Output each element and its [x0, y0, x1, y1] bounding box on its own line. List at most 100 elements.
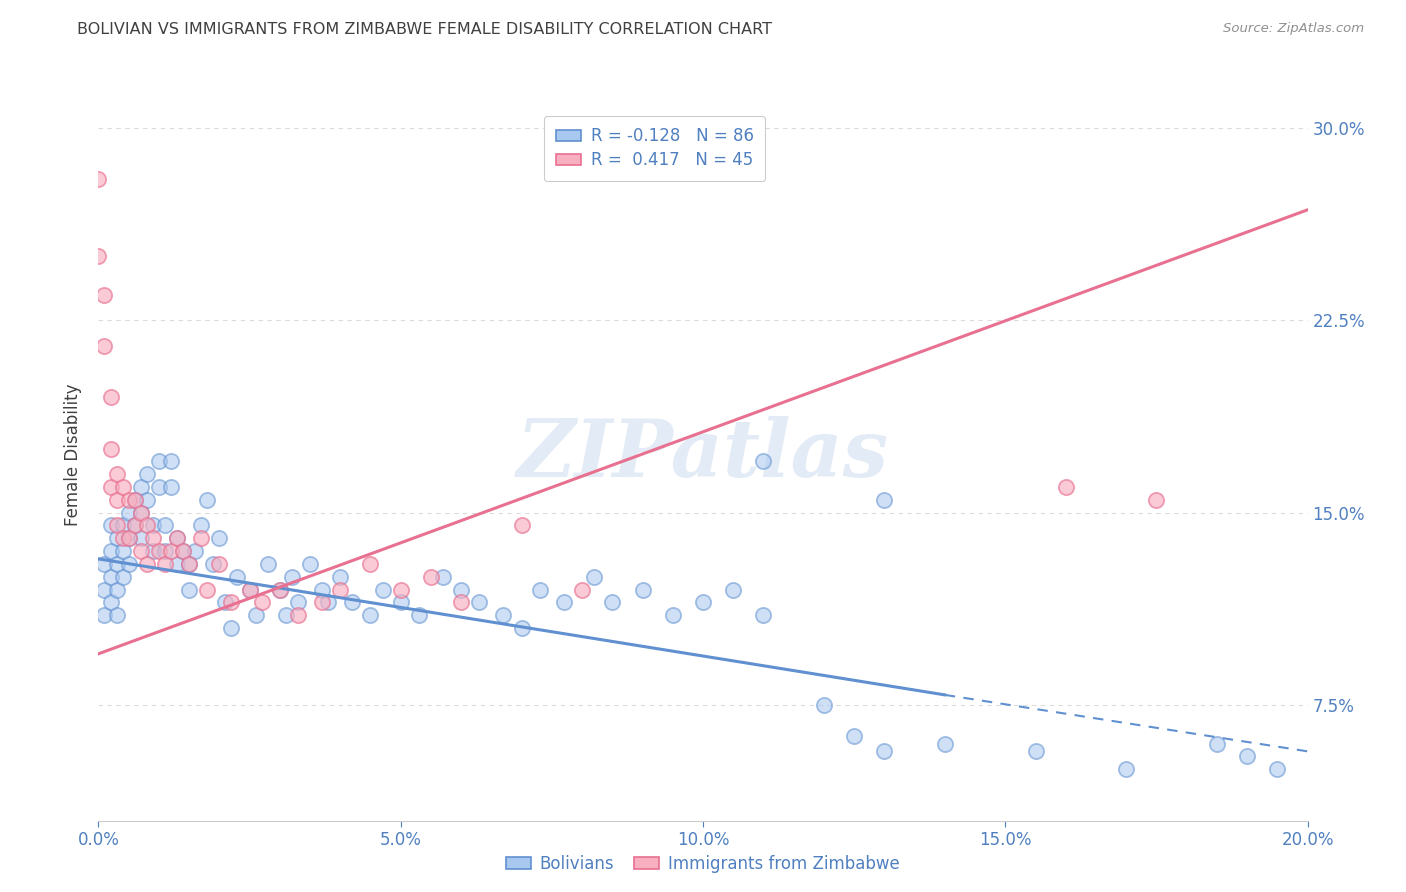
Point [752, 608, 775, 623]
Point [389, 595, 412, 609]
Point [87, 249, 110, 263]
Point [129, 532, 152, 546]
Point [583, 570, 606, 584]
Point [239, 582, 262, 597]
Point [160, 454, 183, 468]
Point [389, 582, 412, 597]
Point [153, 544, 176, 558]
Point [221, 595, 243, 609]
Point [124, 518, 146, 533]
Point [172, 544, 194, 558]
Point [129, 544, 152, 558]
Point [105, 518, 128, 533]
Point [311, 582, 333, 597]
Point [135, 467, 157, 482]
Point [153, 557, 176, 571]
Point [432, 570, 454, 584]
Point [124, 518, 146, 533]
Point [250, 595, 273, 609]
Point [245, 608, 267, 623]
Text: Source: ZipAtlas.com: Source: ZipAtlas.com [1223, 22, 1364, 36]
Point [281, 570, 304, 584]
Point [723, 582, 745, 597]
Point [118, 492, 141, 507]
Point [311, 595, 333, 609]
Point [813, 698, 835, 713]
Point [100, 442, 122, 456]
Point [118, 557, 141, 571]
Point [142, 544, 165, 558]
Point [510, 518, 533, 533]
Point [316, 595, 339, 609]
Point [1236, 749, 1258, 764]
Point [118, 532, 141, 546]
Text: ZIPatlas: ZIPatlas [517, 417, 889, 493]
Point [129, 480, 152, 494]
Point [1054, 480, 1077, 494]
Point [93, 339, 115, 353]
Point [111, 480, 134, 494]
Point [129, 506, 152, 520]
Point [166, 532, 188, 546]
Point [1115, 762, 1137, 776]
Point [221, 621, 243, 635]
Point [1267, 762, 1289, 776]
Point [105, 582, 128, 597]
Point [529, 582, 551, 597]
Point [87, 172, 110, 186]
Point [269, 582, 291, 597]
Point [371, 582, 394, 597]
Point [93, 608, 115, 623]
Point [100, 570, 122, 584]
Point [111, 570, 134, 584]
Point [111, 532, 134, 546]
Point [844, 729, 866, 743]
Point [93, 582, 115, 597]
Point [202, 557, 225, 571]
Point [208, 532, 231, 546]
Point [179, 582, 201, 597]
Point [148, 480, 170, 494]
Point [190, 518, 212, 533]
Point [105, 557, 128, 571]
Point [93, 557, 115, 571]
Point [873, 492, 896, 507]
Point [342, 595, 364, 609]
Legend: Bolivians, Immigrants from Zimbabwe: Bolivians, Immigrants from Zimbabwe [499, 848, 907, 880]
Point [661, 608, 683, 623]
Point [93, 287, 115, 301]
Point [100, 595, 122, 609]
Point [184, 544, 207, 558]
Point [135, 492, 157, 507]
Point [752, 454, 775, 468]
Point [153, 518, 176, 533]
Point [934, 737, 956, 751]
Point [408, 608, 430, 623]
Point [142, 518, 165, 533]
Point [1144, 492, 1167, 507]
Point [124, 492, 146, 507]
Point [208, 557, 231, 571]
Point [287, 608, 309, 623]
Point [105, 492, 128, 507]
Point [287, 595, 309, 609]
Point [160, 480, 183, 494]
Point [873, 744, 896, 758]
Point [420, 570, 443, 584]
Point [105, 532, 128, 546]
Point [160, 544, 183, 558]
Text: BOLIVIAN VS IMMIGRANTS FROM ZIMBABWE FEMALE DISABILITY CORRELATION CHART: BOLIVIAN VS IMMIGRANTS FROM ZIMBABWE FEM… [77, 22, 772, 37]
Point [105, 467, 128, 482]
Point [100, 480, 122, 494]
Point [166, 532, 188, 546]
Point [450, 595, 472, 609]
Point [135, 518, 157, 533]
Point [142, 532, 165, 546]
Point [100, 518, 122, 533]
Point [195, 492, 218, 507]
Point [239, 582, 262, 597]
Point [450, 582, 472, 597]
Legend: R = -0.128   N = 86, R =  0.417   N = 45: R = -0.128 N = 86, R = 0.417 N = 45 [544, 116, 765, 181]
Point [129, 506, 152, 520]
Point [214, 595, 236, 609]
